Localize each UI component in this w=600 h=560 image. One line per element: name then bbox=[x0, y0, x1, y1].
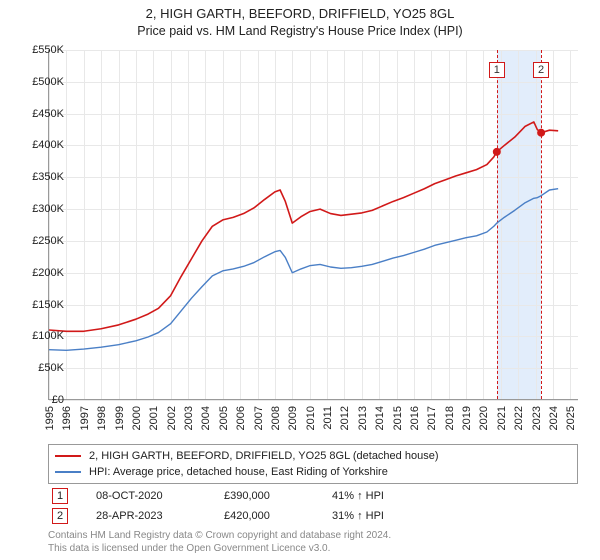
legend-item: HPI: Average price, detached house, East… bbox=[55, 464, 571, 480]
event-row: 1 08-OCT-2020 £390,000 41% ↑ HPI bbox=[48, 486, 578, 506]
xtick-label: 2024 bbox=[548, 406, 560, 430]
events-block: 1 08-OCT-2020 £390,000 41% ↑ HPI 2 28-APR-202… bbox=[48, 486, 578, 526]
xtick-label: 2017 bbox=[426, 406, 438, 430]
chart-title-block: 2, HIGH GARTH, BEEFORD, DRIFFIELD, YO25 … bbox=[0, 0, 600, 39]
xtick-label: 2010 bbox=[305, 406, 317, 430]
ytick-label: £150K bbox=[9, 299, 64, 311]
ytick-label: £100K bbox=[9, 330, 64, 342]
ytick-label: £500K bbox=[9, 76, 64, 88]
xtick-label: 2006 bbox=[235, 406, 247, 430]
event-row: 2 28-APR-2023 £420,000 31% ↑ HPI bbox=[48, 506, 578, 526]
legend-label: 2, HIGH GARTH, BEEFORD, DRIFFIELD, YO25 … bbox=[89, 450, 438, 462]
xtick-label: 2022 bbox=[513, 406, 525, 430]
event-index: 1 bbox=[52, 488, 68, 504]
xtick-label: 2025 bbox=[565, 406, 577, 430]
xtick-label: 1999 bbox=[114, 406, 126, 430]
event-date: 28-APR-2023 bbox=[96, 510, 196, 522]
xtick-label: 1998 bbox=[96, 406, 108, 430]
sale-marker bbox=[537, 129, 545, 137]
xtick-label: 2019 bbox=[461, 406, 473, 430]
xtick-label: 2018 bbox=[444, 406, 456, 430]
gridline-h bbox=[49, 400, 578, 401]
xtick-label: 2004 bbox=[200, 406, 212, 430]
event-index: 2 bbox=[52, 508, 68, 524]
callout-label: 2 bbox=[533, 62, 549, 78]
legend-label: HPI: Average price, detached house, East… bbox=[89, 466, 388, 478]
chart-title-line1: 2, HIGH GARTH, BEEFORD, DRIFFIELD, YO25 … bbox=[0, 6, 600, 23]
event-pct-vs-hpi: 41% ↑ HPI bbox=[332, 490, 384, 502]
xtick-label: 2003 bbox=[183, 406, 195, 430]
legend-item: 2, HIGH GARTH, BEEFORD, DRIFFIELD, YO25 … bbox=[55, 448, 571, 464]
xtick-label: 2020 bbox=[478, 406, 490, 430]
event-date: 08-OCT-2020 bbox=[96, 490, 196, 502]
xtick-label: 2016 bbox=[409, 406, 421, 430]
legend-swatch bbox=[55, 471, 81, 473]
ytick-label: £550K bbox=[9, 44, 64, 56]
event-price: £390,000 bbox=[224, 490, 304, 502]
ytick-label: £0 bbox=[9, 394, 64, 406]
xtick-label: 2023 bbox=[531, 406, 543, 430]
legend-box: 2, HIGH GARTH, BEEFORD, DRIFFIELD, YO25 … bbox=[48, 444, 578, 484]
xtick-label: 2009 bbox=[287, 406, 299, 430]
series-hpi bbox=[49, 189, 558, 351]
chart-plot-area bbox=[48, 50, 578, 400]
xtick-label: 2008 bbox=[270, 406, 282, 430]
xtick-label: 2014 bbox=[374, 406, 386, 430]
xtick-label: 2011 bbox=[322, 406, 334, 430]
xtick-label: 2012 bbox=[339, 406, 351, 430]
ytick-label: £50K bbox=[9, 362, 64, 374]
sale-marker bbox=[493, 148, 501, 156]
xtick-label: 2005 bbox=[218, 406, 230, 430]
chart-title-line2: Price paid vs. HM Land Registry's House … bbox=[0, 23, 600, 39]
ytick-label: £200K bbox=[9, 267, 64, 279]
ytick-label: £400K bbox=[9, 139, 64, 151]
xtick-label: 1996 bbox=[61, 406, 73, 430]
footer-line2: This data is licensed under the Open Gov… bbox=[48, 543, 578, 556]
callout-label: 1 bbox=[489, 62, 505, 78]
xtick-label: 2002 bbox=[166, 406, 178, 430]
xtick-label: 2001 bbox=[148, 406, 160, 430]
ytick-label: £300K bbox=[9, 203, 64, 215]
event-pct-vs-hpi: 31% ↑ HPI bbox=[332, 510, 384, 522]
ytick-label: £250K bbox=[9, 235, 64, 247]
ytick-label: £350K bbox=[9, 171, 64, 183]
xtick-label: 2007 bbox=[253, 406, 265, 430]
xtick-label: 1997 bbox=[79, 406, 91, 430]
xtick-label: 2000 bbox=[131, 406, 143, 430]
xtick-label: 2013 bbox=[357, 406, 369, 430]
series-price_paid bbox=[49, 122, 558, 331]
legend-swatch bbox=[55, 455, 81, 457]
event-price: £420,000 bbox=[224, 510, 304, 522]
ytick-label: £450K bbox=[9, 108, 64, 120]
footer-attribution: Contains HM Land Registry data © Crown c… bbox=[48, 530, 578, 555]
xtick-label: 2015 bbox=[392, 406, 404, 430]
xtick-label: 2021 bbox=[496, 406, 508, 430]
footer-line1: Contains HM Land Registry data © Crown c… bbox=[48, 530, 578, 543]
xtick-label: 1995 bbox=[44, 406, 56, 430]
plot-svg bbox=[49, 50, 578, 399]
